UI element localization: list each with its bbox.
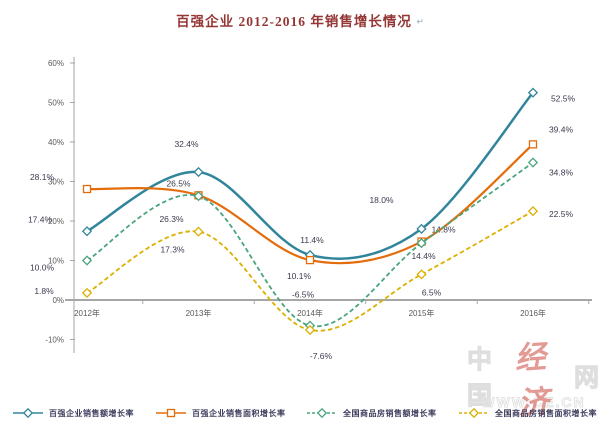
diamond-marker-icon	[527, 157, 539, 168]
chart-legend: 百强企业销售额增长率 百强企业销售面积增长率 全国商品房销售额增长率 全国商品房…	[0, 404, 600, 424]
series-line	[86, 91, 534, 260]
data-label: 34.8%	[549, 168, 574, 178]
diamond-marker-icon	[193, 166, 204, 178]
data-label: 14.4%	[411, 251, 436, 261]
square-marker-icon	[528, 140, 538, 149]
diamond-marker-icon	[316, 408, 328, 418]
data-label: 1.8%	[34, 286, 54, 296]
x-tick-label: 2016年	[520, 308, 546, 318]
diamond-marker-icon	[193, 226, 204, 237]
data-label: 10.1%	[287, 271, 312, 281]
y-tick-label: 50%	[48, 99, 64, 108]
data-label: 32.4%	[174, 139, 199, 149]
data-label: 17.4%	[28, 214, 53, 224]
x-tick-label: 2012年	[74, 308, 100, 318]
legend-dashed-line-diamond-icon	[459, 408, 489, 418]
diamond-marker-icon	[416, 269, 427, 280]
data-label: 39.4%	[549, 124, 574, 134]
square-marker-icon	[305, 255, 315, 265]
diamond-marker-icon	[416, 223, 427, 235]
y-tick-label: -10%	[45, 336, 64, 345]
paragraph-return-mark: ↵	[416, 16, 424, 27]
legend-item-series1: 百强企业销售额增长率	[12, 404, 134, 422]
data-label: 11.4%	[300, 235, 324, 245]
legend-label-series2: 百强企业销售面积增长率	[192, 408, 286, 418]
legend-item-series2: 百强企业销售面积增长率	[155, 404, 286, 422]
diamond-marker-icon	[416, 238, 427, 249]
diamond-marker-icon	[468, 408, 480, 418]
data-label: -7.6%	[310, 351, 333, 361]
y-tick-label: 40%	[48, 138, 64, 147]
data-label: 10.0%	[30, 263, 55, 273]
diamond-marker-icon	[81, 255, 93, 266]
data-label: 26.3%	[159, 214, 184, 224]
legend-label-series3: 全国商品房销售额增长率	[343, 408, 437, 418]
data-label: 26.5%	[166, 178, 191, 188]
y-tick-label: 60%	[48, 59, 64, 68]
data-label: -6.5%	[292, 290, 315, 300]
data-label: 18.0%	[369, 195, 394, 205]
data-label: 22.5%	[549, 209, 574, 219]
y-tick-label: 20%	[48, 217, 64, 226]
diamond-marker-icon	[527, 206, 539, 217]
y-tick-label: 10%	[48, 257, 64, 266]
legend-item-series4: 全国商品房销售面积增长率	[458, 404, 597, 422]
chart-title-row: 百强企业 2012-2016 年销售增长情况 ↵	[0, 10, 600, 31]
data-label: 52.5%	[551, 94, 576, 104]
x-tick-label: 2013年	[186, 308, 212, 318]
diamond-marker-icon	[22, 408, 34, 418]
diamond-marker-icon	[304, 324, 316, 336]
square-marker-icon	[82, 184, 92, 194]
y-tick-label: 30%	[48, 178, 64, 187]
data-label: 28.1%	[30, 172, 55, 182]
legend-item-series3: 全国商品房销售额增长率	[306, 404, 437, 422]
data-label: 6.5%	[422, 287, 442, 297]
x-tick-label: 2015年	[409, 308, 435, 318]
series-2	[82, 140, 538, 265]
diamond-marker-icon	[81, 226, 93, 237]
data-label: 14.8%	[431, 225, 456, 235]
legend-line-square-icon	[156, 408, 186, 418]
diamond-marker-icon	[527, 87, 539, 98]
diamond-marker-icon	[193, 190, 204, 202]
chart-title: 百强企业 2012-2016 年销售增长情况	[176, 14, 412, 29]
series-1	[81, 87, 539, 261]
legend-dashed-line-diamond-icon	[307, 408, 337, 418]
diamond-marker-icon	[81, 287, 93, 299]
legend-label-series1: 百强企业销售额增长率	[49, 408, 134, 418]
series-4	[81, 206, 539, 336]
x-tick-label: 2014年	[297, 308, 323, 318]
legend-line-diamond-icon	[13, 408, 43, 418]
data-label: 17.3%	[160, 245, 185, 255]
square-marker-icon	[166, 408, 176, 418]
legend-label-series4: 全国商品房销售面积增长率	[495, 408, 597, 418]
y-tick-label: 0%	[52, 296, 64, 305]
